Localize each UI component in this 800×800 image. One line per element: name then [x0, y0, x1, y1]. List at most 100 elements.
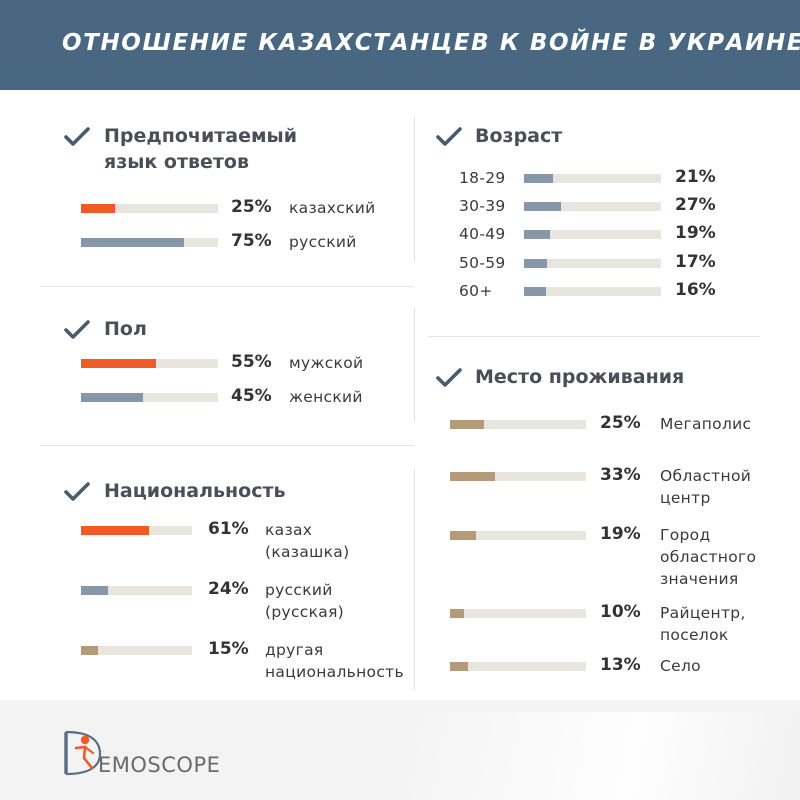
- bar-track: [524, 174, 661, 183]
- bar-track: [450, 420, 586, 429]
- bar: [450, 531, 476, 540]
- divider: [40, 445, 414, 446]
- chart-title-line: Возраст: [475, 125, 563, 147]
- category-label: 50-59: [459, 252, 506, 274]
- category-label-line: областного: [660, 548, 757, 566]
- category-label: Город областного значения: [660, 524, 756, 590]
- bar-track: [524, 287, 661, 296]
- divider: [428, 336, 760, 337]
- bar: [450, 662, 468, 671]
- bar: [524, 287, 546, 296]
- category-label-line: поселок: [660, 626, 729, 644]
- data-label: 16%: [675, 280, 716, 300]
- category-label: казах (казашка): [265, 519, 349, 563]
- bar: [81, 646, 98, 655]
- category-label-line: Райцентр,: [660, 604, 746, 622]
- bar: [450, 472, 495, 481]
- bar-track: [524, 259, 661, 268]
- category-label-line: национальность: [265, 663, 404, 681]
- chart-title: Пол: [104, 316, 147, 342]
- footer: [0, 712, 800, 800]
- data-label: 33%: [600, 465, 641, 485]
- data-label: 21%: [675, 167, 716, 187]
- category-label: казахский: [289, 197, 376, 219]
- chart-title-line: Пол: [104, 318, 147, 340]
- divider: [40, 286, 414, 287]
- category-label: русский (русская): [265, 579, 344, 623]
- chart-title-line: язык ответов: [104, 151, 249, 173]
- bar-track: [81, 238, 218, 247]
- bar: [81, 238, 184, 247]
- chart-title-line: Место проживания: [475, 366, 685, 388]
- category-label-line: русский: [289, 233, 357, 251]
- page-title: ОТНОШЕНИЕ КАЗАХСТАНЦЕВ К ВОЙНЕ В УКРАИНЕ: [62, 30, 800, 56]
- demoscope-logo-icon: [64, 730, 102, 776]
- category-label-line: другая: [265, 641, 324, 659]
- category-label-line: 40-49: [459, 225, 506, 243]
- data-label: 25%: [231, 197, 272, 217]
- category-label: 60+: [459, 280, 493, 302]
- bar: [81, 359, 157, 368]
- category-label-line: 60+: [459, 282, 493, 300]
- category-label-line: 50-59: [459, 254, 506, 272]
- data-label: 15%: [208, 639, 249, 659]
- bar: [524, 202, 561, 211]
- category-label: 40-49: [459, 223, 506, 245]
- category-label: 30-39: [459, 195, 506, 217]
- chart-title: Возраст: [475, 123, 562, 149]
- bar-track: [81, 393, 218, 402]
- category-label: другая национальность: [265, 639, 404, 683]
- chart-title: Место проживания: [475, 364, 684, 390]
- bar-track: [450, 472, 586, 481]
- data-label: 10%: [600, 602, 641, 622]
- category-label-line: Областной: [660, 467, 752, 485]
- bar-track: [81, 204, 218, 213]
- bar: [81, 526, 149, 535]
- category-label: Мегаполис: [660, 413, 751, 435]
- chart-title: Предпочитаемый язык ответов: [104, 123, 297, 175]
- bar-track: [524, 230, 661, 239]
- divider: [414, 468, 415, 690]
- data-label: 19%: [600, 524, 641, 544]
- check-icon: [64, 127, 90, 147]
- check-icon: [436, 127, 462, 147]
- bar-track: [524, 202, 661, 211]
- category-label-line: 30-39: [459, 197, 506, 215]
- data-label: 19%: [675, 223, 716, 243]
- category-label: женский: [289, 386, 363, 408]
- category-label-line: русский: [265, 581, 333, 599]
- data-label: 13%: [600, 655, 641, 675]
- footer-shade: [260, 712, 800, 800]
- category-label-line: значения: [660, 570, 739, 588]
- chart-title: Национальность: [104, 478, 286, 504]
- chart-title-line: Национальность: [104, 480, 286, 502]
- data-label: 61%: [208, 519, 249, 539]
- category-label: 18-29: [459, 167, 506, 189]
- brand-name: EMOSCOPE: [98, 753, 221, 777]
- check-icon: [64, 482, 90, 502]
- bar: [524, 259, 548, 268]
- bar-track: [450, 662, 586, 671]
- data-label: 55%: [231, 352, 272, 372]
- category-label: Райцентр, поселок: [660, 602, 746, 646]
- category-label: Село: [660, 655, 701, 677]
- data-label: 75%: [231, 231, 272, 251]
- divider: [414, 307, 415, 422]
- chart-title-line: Предпочитаемый: [104, 125, 298, 147]
- category-label-line: казах: [265, 521, 313, 539]
- check-icon: [64, 320, 90, 340]
- bar-track: [450, 609, 586, 618]
- category-label-line: (русская): [265, 603, 345, 621]
- data-label: 25%: [600, 413, 641, 433]
- bar: [524, 230, 551, 239]
- category-label-line: казахский: [289, 199, 376, 217]
- bar-track: [81, 586, 192, 595]
- data-label: 45%: [231, 386, 272, 406]
- category-label-line: Село: [660, 657, 701, 675]
- category-label-line: Город: [660, 526, 711, 544]
- category-label: Областной центр: [660, 465, 751, 509]
- bar-track: [450, 531, 586, 540]
- category-label-line: женский: [289, 388, 363, 406]
- category-label: мужской: [289, 352, 363, 374]
